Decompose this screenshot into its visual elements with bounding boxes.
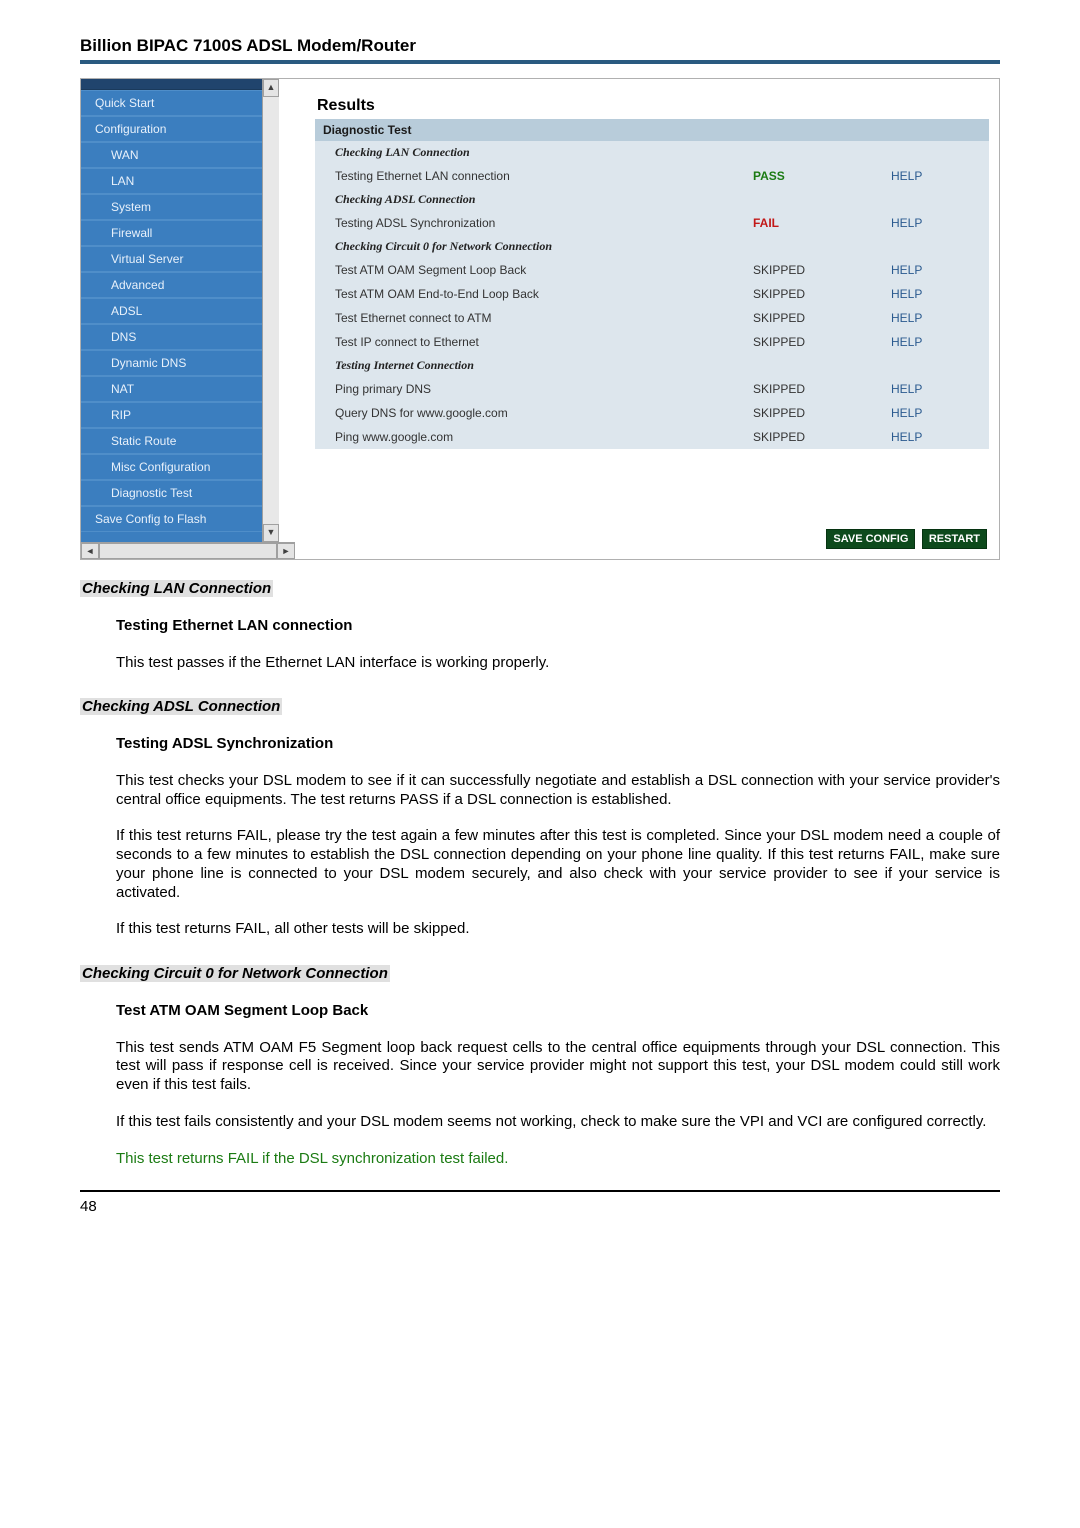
diag-test-name: Query DNS for www.google.com — [315, 401, 733, 425]
results-heading: Results — [317, 97, 989, 115]
diag-section-title: Checking ADSL Connection — [315, 188, 989, 211]
diag-section-title: Checking Circuit 0 for Network Connectio… — [315, 235, 989, 258]
diag-test-name: Ping www.google.com — [315, 425, 733, 449]
page-number: 48 — [80, 1198, 1000, 1215]
sidebar-item[interactable]: Configuration — [81, 116, 279, 142]
diag-test-name: Test ATM OAM Segment Loop Back — [315, 258, 733, 282]
sidebar-item[interactable]: Advanced — [81, 272, 279, 298]
diag-status: SKIPPED — [753, 406, 805, 420]
results-panel: Results Diagnostic Test Checking LAN Con… — [295, 79, 999, 559]
diag-row: Testing Ethernet LAN connection PASS HELP — [315, 164, 989, 188]
paragraph: This test sends ATM OAM F5 Segment loop … — [116, 1039, 1000, 1095]
subheading: Testing ADSL Synchronization — [116, 735, 1000, 754]
diag-row: Test ATM OAM End-to-End Loop Back SKIPPED… — [315, 282, 989, 306]
title-rule — [80, 60, 1000, 64]
diag-status: SKIPPED — [753, 311, 805, 325]
diag-status: SKIPPED — [753, 263, 805, 277]
diag-status: SKIPPED — [753, 287, 805, 301]
help-link[interactable]: HELP — [891, 287, 922, 301]
help-link[interactable]: HELP — [891, 263, 922, 277]
diag-row: Test ATM OAM Segment Loop Back SKIPPED HEL… — [315, 258, 989, 282]
diag-test-name: Testing Ethernet LAN connection — [315, 164, 733, 188]
paragraph: This test checks your DSL modem to see i… — [116, 772, 1000, 810]
subheading: Test ATM OAM Segment Loop Back — [116, 1002, 1000, 1021]
section-heading: Checking Circuit 0 for Network Connectio… — [80, 965, 390, 982]
scroll-up-icon[interactable]: ▲ — [263, 79, 279, 97]
sidebar-item[interactable]: Firewall — [81, 220, 279, 246]
restart-button[interactable]: RESTART — [922, 529, 987, 549]
footer-rule — [80, 1190, 1000, 1192]
diag-row: Test Ethernet connect to ATM SKIPPED HELP — [315, 306, 989, 330]
sidebar-item[interactable]: NAT — [81, 376, 279, 402]
diag-row: Test IP connect to Ethernet SKIPPED HELP — [315, 330, 989, 354]
paragraph: If this test fails consistently and your… — [116, 1113, 1000, 1132]
sidebar-item[interactable]: WAN — [81, 142, 279, 168]
save-config-button[interactable]: SAVE CONFIG — [826, 529, 915, 549]
sidebar-item[interactable]: Virtual Server — [81, 246, 279, 272]
scroll-down-icon[interactable]: ▼ — [263, 524, 279, 542]
paragraph: If this test returns FAIL, please try th… — [116, 827, 1000, 902]
diag-section-title: Testing Internet Connection — [315, 354, 989, 377]
paragraph: If this test returns FAIL, all other tes… — [116, 920, 1000, 939]
diag-section-title: Checking LAN Connection — [315, 141, 989, 164]
help-link[interactable]: HELP — [891, 311, 922, 325]
help-link[interactable]: HELP — [891, 335, 922, 349]
diag-test-name: Ping primary DNS — [315, 377, 733, 401]
diag-row: Testing ADSL Synchronization FAIL HELP — [315, 211, 989, 235]
diag-test-name: Test IP connect to Ethernet — [315, 330, 733, 354]
diag-status: SKIPPED — [753, 335, 805, 349]
page-title: Billion BIPAC 7100S ADSL Modem/Router — [80, 36, 1000, 56]
sidebar-item[interactable]: DNS — [81, 324, 279, 350]
sidebar-item[interactable]: LAN — [81, 168, 279, 194]
scroll-right-icon[interactable]: ► — [277, 543, 295, 559]
note-text: This test returns FAIL if the DSL synchr… — [116, 1150, 1000, 1169]
screenshot-panel: Quick StartConfigurationWANLANSystemFire… — [80, 78, 1000, 560]
section-heading: Checking ADSL Connection — [80, 698, 282, 715]
paragraph: This test passes if the Ethernet LAN int… — [116, 654, 1000, 673]
sidebar-item[interactable]: Dynamic DNS — [81, 350, 279, 376]
diag-header: Diagnostic Test — [315, 119, 989, 141]
sidebar-item[interactable]: ADSL — [81, 298, 279, 324]
help-link[interactable]: HELP — [891, 169, 922, 183]
diag-status: PASS — [753, 169, 785, 183]
sidebar-item[interactable]: Static Route — [81, 428, 279, 454]
help-link[interactable]: HELP — [891, 430, 922, 444]
sidebar-item[interactable]: RIP — [81, 402, 279, 428]
diag-row: Ping primary DNS SKIPPED HELP — [315, 377, 989, 401]
document-body: Checking LAN Connection Testing Ethernet… — [80, 580, 1000, 1168]
sidebar-item[interactable]: Save Config to Flash — [81, 506, 279, 532]
scroll-left-icon[interactable]: ◄ — [81, 543, 99, 559]
sidebar-item[interactable]: Diagnostic Test — [81, 480, 279, 506]
help-link[interactable]: HELP — [891, 382, 922, 396]
scrollbar-horizontal[interactable]: ◄ ► — [81, 542, 295, 559]
diag-status: SKIPPED — [753, 382, 805, 396]
section-heading: Checking LAN Connection — [80, 580, 273, 597]
diagnostic-table: Diagnostic Test Checking LAN ConnectionT… — [315, 119, 989, 449]
sidebar-item[interactable]: Misc Configuration — [81, 454, 279, 480]
sidebar: Quick StartConfigurationWANLANSystemFire… — [81, 79, 279, 542]
diag-row: Ping www.google.com SKIPPED HELP — [315, 425, 989, 449]
help-link[interactable]: HELP — [891, 406, 922, 420]
diag-row: Query DNS for www.google.com SKIPPED HELP — [315, 401, 989, 425]
scrollbar-vertical[interactable]: ▲ ▼ — [262, 79, 279, 542]
sidebar-item[interactable]: System — [81, 194, 279, 220]
sidebar-item[interactable]: Quick Start — [81, 90, 279, 116]
help-link[interactable]: HELP — [891, 216, 922, 230]
subheading: Testing Ethernet LAN connection — [116, 617, 1000, 636]
diag-status: FAIL — [753, 216, 779, 230]
diag-test-name: Test Ethernet connect to ATM — [315, 306, 733, 330]
diag-test-name: Testing ADSL Synchronization — [315, 211, 733, 235]
diag-status: SKIPPED — [753, 430, 805, 444]
diag-test-name: Test ATM OAM End-to-End Loop Back — [315, 282, 733, 306]
